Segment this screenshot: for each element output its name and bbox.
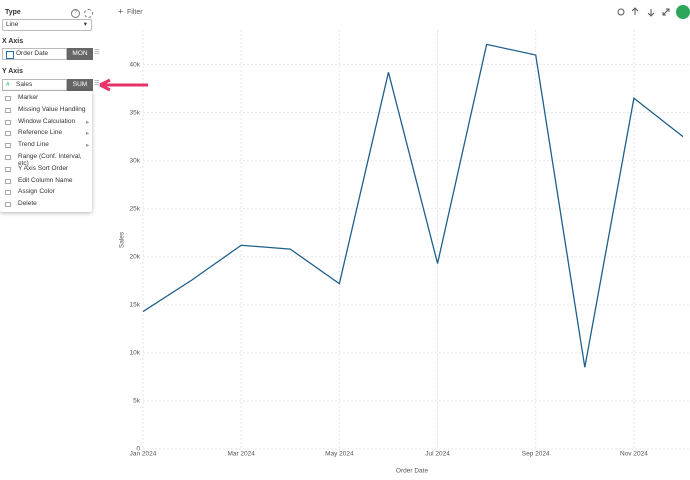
y-tick-label: 10k [130, 350, 141, 357]
menu-icon [5, 143, 11, 149]
y-axis-label: Y Axis [2, 68, 24, 75]
y-menu-icon[interactable]: ☰ [94, 80, 100, 87]
y-tick-label: 25k [130, 205, 141, 212]
x-tick-label: Jan 2024 [130, 451, 157, 458]
x-tick-label: Sep 2024 [522, 451, 550, 458]
menu-item[interactable]: Missing Value Handling [18, 105, 86, 113]
submenu-arrow: ▸ [86, 130, 90, 138]
comment-icon[interactable] [617, 8, 625, 16]
filter-button[interactable]: Filter [127, 9, 143, 16]
type-label: Type [5, 9, 21, 16]
pin-button[interactable] [676, 5, 690, 19]
x-field[interactable]: Order Date [2, 48, 67, 60]
y-field-name: Sales [16, 81, 33, 88]
menu-item[interactable]: Range (Conf. Interval, etc) [18, 153, 82, 167]
menu-icon [5, 166, 11, 172]
menu-icon [5, 202, 11, 208]
menu-icon [5, 190, 11, 196]
x-tick-label: Jul 2024 [425, 451, 450, 458]
x-axis-title: Order Date [396, 468, 429, 475]
y-tick-label: 5k [133, 398, 141, 405]
y-tick-label: 20k [130, 254, 141, 261]
download-icon[interactable] [647, 9, 655, 17]
settings-icon[interactable] [84, 9, 93, 18]
menu-icon [5, 107, 11, 113]
submenu-arrow: ▸ [86, 142, 90, 150]
help-icon[interactable]: ? [71, 9, 80, 18]
expand-icon[interactable] [662, 8, 670, 16]
context-menu: Marker Missing Value Handling Window Calcu… [0, 91, 92, 212]
line-series [142, 43, 684, 368]
x-axis-label: X Axis [2, 38, 24, 45]
submenu-arrow: ▸ [86, 118, 90, 126]
menu-icon [5, 131, 11, 137]
annotation-arrow [99, 78, 148, 92]
number-icon: # [6, 81, 10, 88]
menu-item[interactable]: Trend Line [18, 141, 49, 149]
x-menu-icon[interactable]: ☰ [94, 49, 100, 56]
menu-item[interactable]: Edit Column Name [18, 176, 73, 184]
x-tick-label: Nov 2024 [620, 451, 648, 458]
x-tick-label: May 2024 [325, 451, 354, 458]
y-tick-label: 0 [136, 446, 140, 453]
type-select[interactable]: Line ▾ [2, 19, 92, 31]
y-tick-label: 40k [130, 61, 141, 68]
y-tick-label: 35k [130, 109, 141, 116]
menu-icon [5, 178, 11, 184]
y-tick-label: 15k [130, 302, 141, 309]
y-aggregation[interactable]: SUM [67, 79, 93, 91]
y-tick-label: 30k [130, 157, 141, 164]
y-axis-title: Sales [119, 231, 126, 248]
menu-item[interactable]: Assign Color [18, 188, 55, 196]
y-field[interactable]: # Sales [2, 79, 67, 91]
x-aggregation[interactable]: MON [67, 48, 93, 60]
plus-icon: + [118, 6, 123, 16]
x-tick-label: Mar 2024 [227, 451, 255, 458]
menu-icon [5, 155, 11, 160]
x-field-name: Order Date [16, 50, 49, 57]
menu-item[interactable]: Reference Line [18, 129, 63, 137]
menu-icon [5, 96, 11, 101]
menu-item[interactable]: Window Calculation [18, 117, 76, 125]
calendar-icon [6, 51, 14, 59]
menu-item[interactable]: Y Axis Sort Order [18, 164, 69, 172]
upload-icon[interactable] [631, 7, 639, 15]
type-value: Line [6, 21, 19, 28]
menu-item[interactable]: Delete [18, 200, 37, 208]
menu-icon [5, 119, 11, 125]
menu-item[interactable]: Marker [18, 94, 39, 101]
